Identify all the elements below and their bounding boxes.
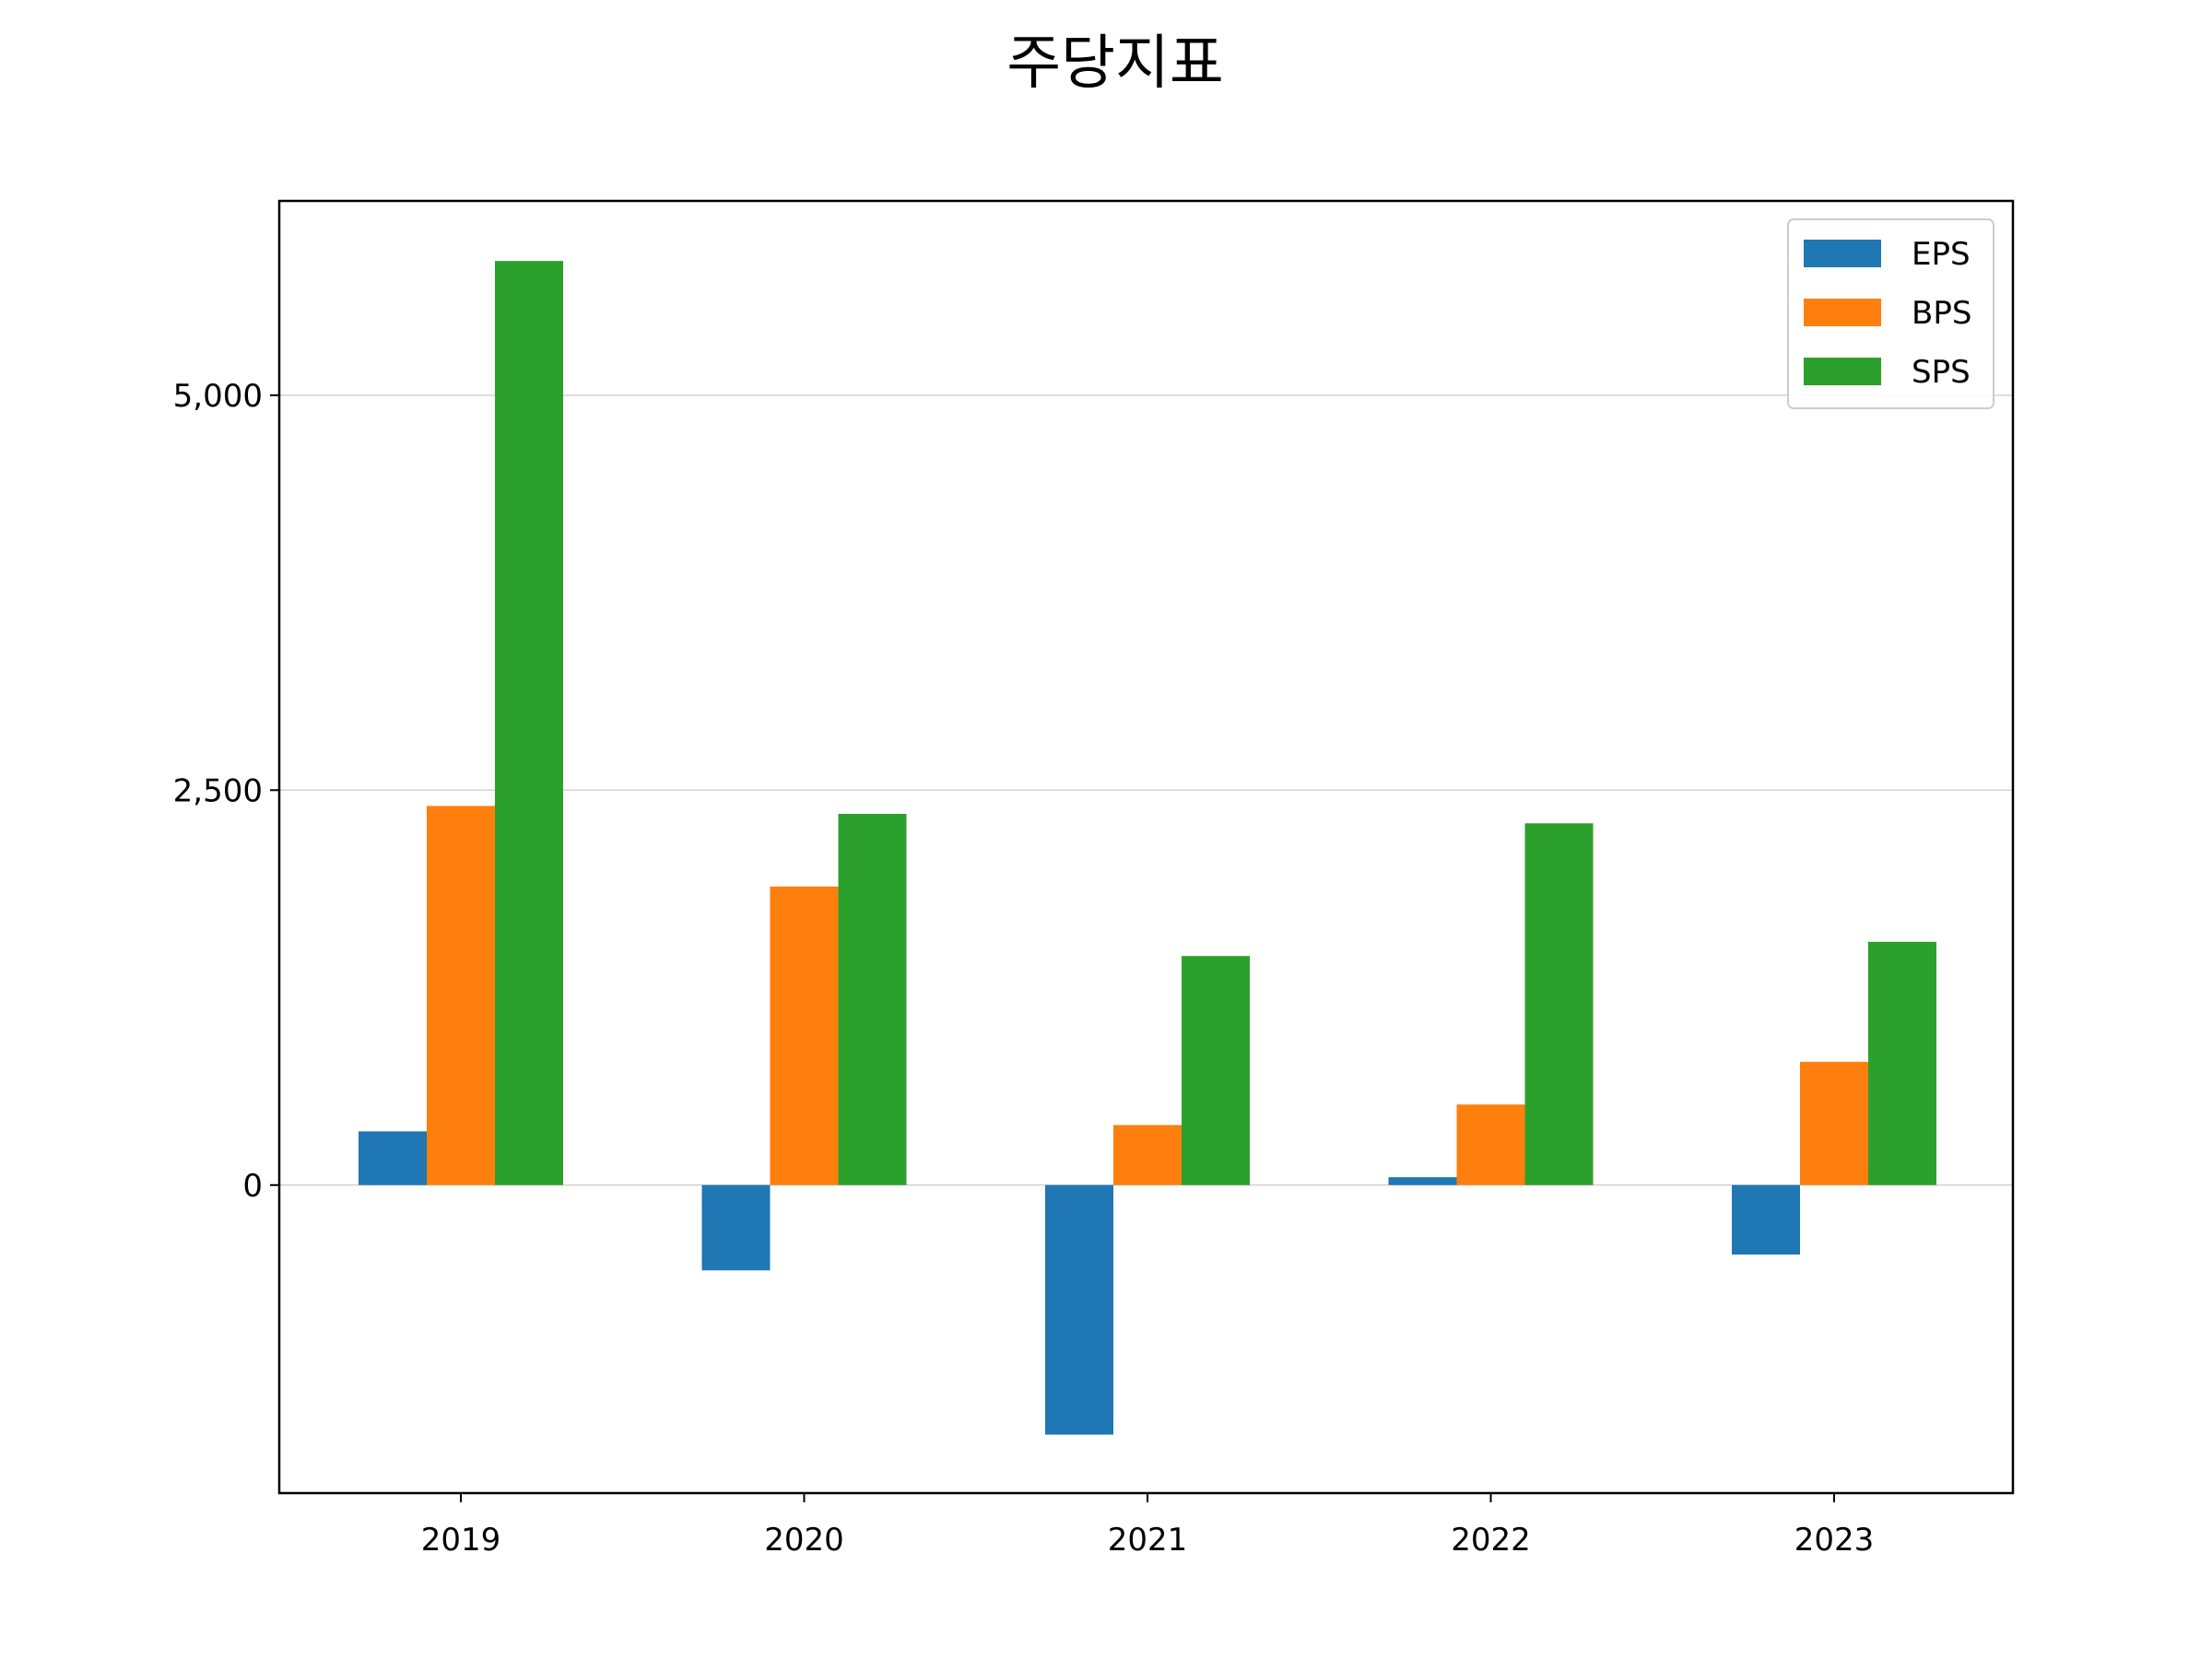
bar-bps-2020: [770, 886, 839, 1185]
legend: EPS BPS SPS: [1787, 218, 1994, 409]
bar-eps-2023: [1732, 1184, 1800, 1255]
bar-bps-2022: [1456, 1104, 1525, 1185]
bar-eps-2021: [1045, 1184, 1113, 1435]
bar-eps-2020: [701, 1184, 771, 1271]
legend-swatch-eps: [1804, 240, 1881, 267]
bar-sps-2020: [838, 814, 907, 1185]
legend-swatch-bps: [1804, 299, 1881, 326]
x-tick-label: 2020: [764, 1522, 844, 1559]
bar-eps-2022: [1388, 1177, 1457, 1185]
bar-eps-2019: [359, 1131, 427, 1185]
bar-sps-2021: [1182, 956, 1250, 1185]
x-tick-label: 2019: [421, 1522, 501, 1559]
plot-frame: [277, 199, 2015, 1495]
y-tick-label: 0: [242, 1168, 263, 1205]
bar-bps-2023: [1800, 1062, 1868, 1185]
legend-label-sps: SPS: [1912, 354, 1971, 391]
bar-sps-2023: [1868, 941, 1936, 1185]
x-tick-label: 2023: [1794, 1522, 1875, 1559]
x-tick-label: 2021: [1108, 1522, 1188, 1559]
y-tick-label: 2,500: [173, 772, 263, 809]
legend-label-eps: EPS: [1912, 236, 1971, 273]
bar-bps-2021: [1113, 1124, 1182, 1185]
bar-sps-2022: [1524, 823, 1594, 1185]
bars-layer: [359, 261, 1936, 1435]
legend-swatch-sps: [1804, 358, 1881, 385]
chart-title: 주당지표: [1006, 29, 1224, 98]
ticks-layer: 0 2,500 5,000 2019 2020 2021 2022 2023: [173, 378, 1875, 1559]
legend-label-bps: BPS: [1912, 295, 1971, 332]
bar-bps-2019: [427, 806, 495, 1185]
bar-sps-2019: [495, 261, 563, 1185]
y-tick-label: 5,000: [173, 378, 263, 415]
x-tick-label: 2022: [1451, 1522, 1531, 1559]
